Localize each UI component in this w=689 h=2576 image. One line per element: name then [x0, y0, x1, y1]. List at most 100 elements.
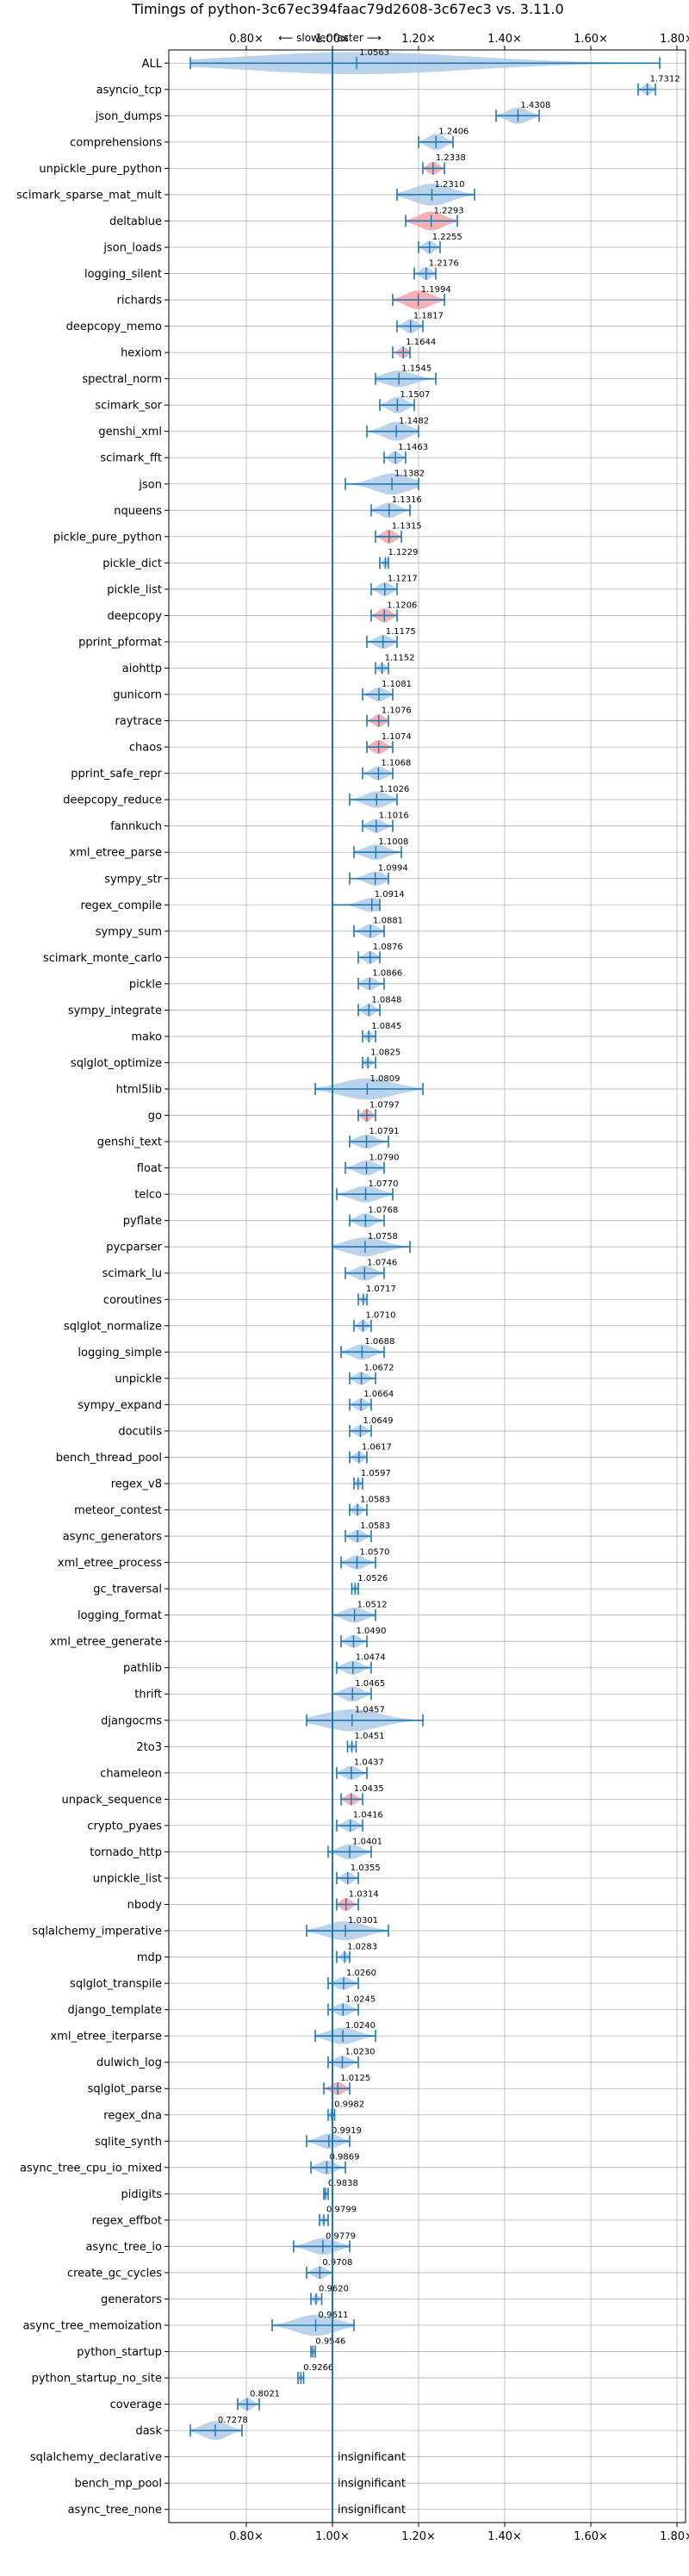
value-label: 1.0881: [373, 917, 403, 926]
benchmark-label: pathlib: [123, 1662, 162, 1675]
value-label: 1.1382: [394, 470, 425, 479]
benchmark-label: coroutines: [103, 1294, 162, 1307]
benchmark-label: unpickle_pure_python: [39, 163, 162, 176]
bottom-tick-label: 1.60×: [574, 2530, 608, 2543]
benchmark-label: genshi_text: [97, 1136, 162, 1149]
violin-async_generators: 1.0583: [344, 1521, 390, 1543]
violin-deltablue: 1.2293: [405, 206, 464, 231]
value-label: 1.0437: [354, 1758, 384, 1768]
top-tick-label: 1.00×: [315, 33, 350, 46]
benchmark-label: crypto_pyaes: [87, 1820, 162, 1832]
violin-docutils: 1.0649: [349, 1416, 393, 1437]
value-label: 1.1315: [392, 522, 422, 532]
violin-bench_thread_pool: 1.0617: [349, 1442, 392, 1464]
value-label: 1.0457: [355, 1706, 385, 1715]
bottom-tick-label: 1.40×: [487, 2530, 522, 2543]
violin-sqlglot_normalize: 1.0710: [353, 1311, 396, 1332]
benchmark-label: pickle_pure_python: [53, 531, 162, 544]
benchmark-label: scimark_sor: [95, 400, 162, 413]
violin-unpickle: 1.0672: [349, 1364, 394, 1385]
value-label: 1.1068: [381, 758, 411, 768]
value-label: 1.0770: [369, 1179, 399, 1189]
benchmark-label: spectral_norm: [82, 373, 162, 386]
violin-json: 1.1382: [344, 470, 425, 495]
value-label: 1.0260: [346, 1969, 376, 1978]
value-label: 1.0125: [340, 2074, 370, 2083]
top-tick-label: 1.20×: [401, 33, 436, 46]
benchmark-label: nbody: [127, 1899, 163, 1912]
value-label: 1.0563: [359, 48, 389, 58]
benchmark-label: async_tree_memoization: [22, 2320, 162, 2333]
benchmark-label: regex_effbot: [91, 2214, 162, 2227]
value-label: 1.2255: [432, 233, 462, 242]
benchmark-label: pidigits: [121, 2188, 163, 2201]
violin-comprehensions: 1.2406: [418, 128, 469, 151]
violin-mako: 1.0845: [362, 1022, 401, 1042]
benchmark-label: nqueens: [114, 505, 162, 518]
violin-hexiom: 1.1644: [392, 338, 436, 359]
benchmark-label: raytrace: [115, 715, 162, 728]
value-label: 0.7278: [218, 2416, 248, 2425]
violin-gc_traversal: 1.0526: [351, 1574, 388, 1596]
benchmark-label: comprehensions: [70, 136, 162, 149]
value-label: 1.0791: [369, 1127, 400, 1136]
violin-xml_etree_parse: 1.1008: [353, 837, 408, 861]
violin-genshi_text: 1.0791: [349, 1127, 400, 1149]
violin-sympy_expand: 1.0664: [349, 1390, 394, 1411]
value-label: 1.0848: [371, 995, 401, 1005]
value-label: 1.0301: [348, 1916, 378, 1926]
value-label: 0.9982: [334, 2100, 364, 2110]
benchmark-label: fannkuch: [110, 820, 162, 833]
value-label: 1.0245: [345, 1994, 376, 2004]
violin-2to3: 1.0451: [346, 1732, 385, 1753]
value-label: 1.0845: [371, 1022, 401, 1031]
value-label: 1.1482: [399, 417, 429, 426]
value-label: 1.0583: [360, 1521, 390, 1531]
value-label: 0.9838: [328, 2179, 358, 2188]
benchmark-label: scimark_lu: [102, 1267, 162, 1280]
benchmark-label: xml_etree_process: [58, 1557, 162, 1570]
value-label: 0.8021: [250, 2389, 280, 2399]
value-label: 1.0474: [356, 1653, 386, 1663]
benchmark-label: sympy_integrate: [68, 1005, 162, 1017]
violin-crypto_pyaes: 1.0416: [336, 1811, 383, 1832]
benchmark-label: bench_mp_pool: [74, 2478, 162, 2491]
violin-telco: 1.0770: [336, 1179, 399, 1203]
value-label: 1.1016: [379, 812, 409, 821]
benchmark-label: deepcopy_memo: [66, 320, 162, 333]
violin-pickle_pure_python: 1.1315: [375, 522, 422, 544]
benchmark-label: xml_etree_parse: [70, 847, 162, 860]
benchmark-label: python_startup_no_site: [32, 2373, 162, 2386]
top-tick-label: 1.40×: [487, 33, 522, 46]
value-label: 1.0914: [375, 890, 405, 899]
benchmark-label: gc_traversal: [93, 1584, 162, 1596]
top-tick-label: 1.80×: [660, 33, 689, 46]
value-label: 1.0649: [363, 1416, 393, 1426]
violin-dulwich_log: 1.0230: [327, 2048, 376, 2069]
value-label: 1.0355: [351, 1864, 381, 1873]
violin-pyflate: 1.0768: [349, 1206, 398, 1228]
violin-sqlite_synth: 0.9919: [306, 2126, 362, 2150]
benchmark-label: sqlglot_transpile: [70, 1978, 162, 1991]
violin-coverage: 0.8021: [237, 2389, 280, 2411]
value-label: 1.7312: [650, 75, 680, 84]
violin-logging_format: 1.0512: [332, 1600, 388, 1623]
benchmark-label: meteor_contest: [74, 1504, 162, 1517]
violin-scimark_sor: 1.1507: [379, 390, 430, 414]
plot-frame: [168, 49, 686, 2523]
value-label: 1.1206: [387, 600, 417, 610]
value-label: 1.0465: [355, 1679, 385, 1689]
value-label: 1.1074: [382, 732, 412, 742]
violin-pidigits: 0.9838: [323, 2179, 358, 2200]
value-label: 1.2293: [434, 206, 464, 215]
violin-deepcopy_reduce: 1.1026: [349, 785, 409, 808]
violin-regex_effbot: 0.9799: [319, 2206, 357, 2226]
value-label: 1.1507: [400, 390, 430, 400]
violin-pickle_dict: 1.1229: [379, 548, 418, 569]
violin-float: 1.0790: [344, 1153, 400, 1176]
value-label: 0.9611: [319, 2311, 349, 2320]
violin-sympy_sum: 1.0881: [353, 917, 403, 938]
benchmark-label: django_template: [68, 2004, 162, 2017]
chart-title: Timings of python-3c67ec394faac79d2608-3…: [131, 1, 563, 17]
